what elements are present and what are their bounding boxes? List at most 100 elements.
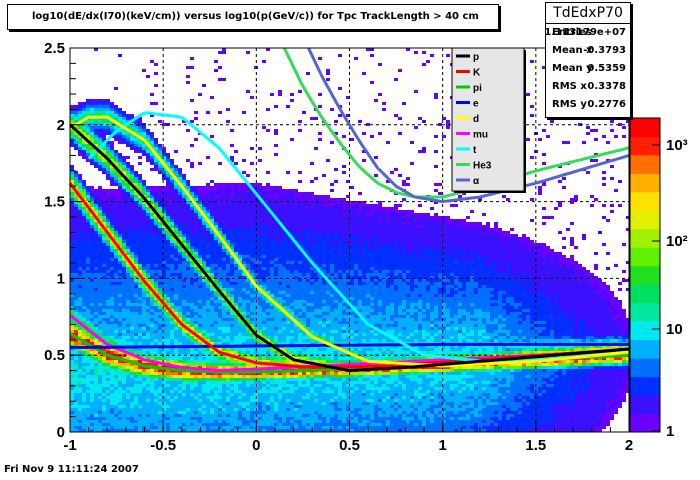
heatmap-cell [218,225,222,228]
heatmap-cell [78,219,82,222]
heatmap-cell [130,141,134,144]
heatmap-cell [138,195,142,198]
heatmap-cell [154,282,158,285]
heatmap-cell [138,246,142,249]
heatmap-cell [178,204,182,207]
heatmap-cell [98,378,102,381]
heatmap-cell [98,285,102,288]
heatmap-cell [94,279,98,282]
heatmap-cell [230,357,234,360]
heatmap-cell [110,375,114,378]
heatmap-cell [174,312,178,315]
heatmap-cell [238,375,242,378]
heatmap-cell [134,237,138,240]
heatmap-cell [234,408,238,411]
heatmap-cell [110,420,114,423]
heatmap-cell [110,297,114,300]
heatmap-cell [170,228,174,231]
heatmap-cell [222,261,226,264]
heatmap-cell [206,378,210,381]
heatmap-cell [154,237,158,240]
heatmap-cell [114,351,118,354]
heatmap-cell [246,303,250,306]
heatmap-cell [94,357,98,360]
heatmap-cell [86,423,90,426]
heatmap-cell [282,288,286,291]
heatmap-cell [182,222,186,225]
heatmap-cell [130,231,134,234]
heatmap-cell [202,279,206,282]
heatmap-cell [122,156,126,159]
heatmap-cell [146,375,150,378]
heatmap-cell [150,156,154,159]
heatmap-cell [258,381,262,384]
heatmap-cell [86,393,90,396]
heatmap-cell [98,297,102,300]
heatmap-cell [230,411,234,414]
heatmap-cell [154,405,158,408]
heatmap-cell [218,249,222,252]
heatmap-cell [158,222,162,225]
heatmap-cell [82,333,86,336]
heatmap-cell [110,168,114,171]
heatmap-cell [82,420,86,423]
heatmap-cell [114,213,118,216]
heatmap-cell [262,270,266,273]
heatmap-cell [274,243,278,246]
heatmap-cell [70,174,74,177]
heatmap-cell [198,231,202,234]
heatmap-cell [234,252,238,255]
heatmap-cell [218,198,222,201]
heatmap-cell [126,117,130,120]
heatmap-cell [226,258,230,261]
heatmap-cell [190,210,194,213]
heatmap-cell [86,309,90,312]
heatmap-cell [158,309,162,312]
heatmap-cell [258,240,262,243]
heatmap-cell [278,93,282,96]
heatmap-cell [226,231,230,234]
heatmap-cell [266,324,270,327]
heatmap-cell [190,162,194,165]
heatmap-cell [190,252,194,255]
heatmap-cell [74,324,78,327]
heatmap-cell [186,180,190,183]
heatmap-cell [250,378,254,381]
heatmap-cell [106,270,110,273]
heatmap-cell [138,321,142,324]
heatmap-cell [206,321,210,324]
heatmap-cell [134,339,138,342]
heatmap-cell [122,117,126,120]
heatmap-cell [214,282,218,285]
heatmap-cell [98,129,102,132]
heatmap-cell [90,189,94,192]
heatmap-cell [278,282,282,285]
heatmap-cell [266,231,270,234]
heatmap-cell [122,288,126,291]
heatmap-cell [170,162,174,165]
heatmap-cell [98,141,102,144]
heatmap-cell [242,396,246,399]
heatmap-cell [138,387,142,390]
heatmap-cell [266,330,270,333]
heatmap-cell [94,261,98,264]
heatmap-cell [138,132,142,135]
heatmap-cell [98,258,102,261]
heatmap-cell [250,342,254,345]
heatmap-cell [158,408,162,411]
heatmap-cell [166,417,170,420]
heatmap-cell [190,219,194,222]
heatmap-cell [190,333,194,336]
heatmap-cell [158,303,162,306]
heatmap-cell [94,138,98,141]
heatmap-cell [138,186,142,189]
heatmap-cell [278,414,282,417]
heatmap-cell [234,192,238,195]
heatmap-cell [98,318,102,321]
heatmap-cell [170,426,174,429]
heatmap-cell [214,219,218,222]
heatmap-cell [242,111,246,114]
heatmap-cell [274,327,278,330]
heatmap-cell [250,207,254,210]
heatmap-cell [90,102,94,105]
